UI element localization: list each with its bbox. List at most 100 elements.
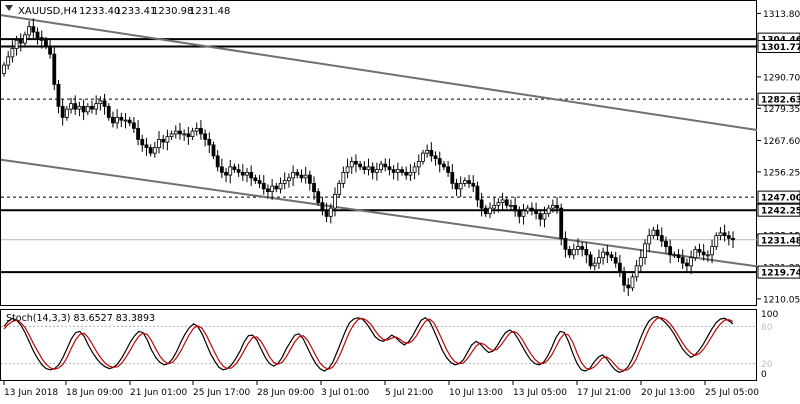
candle-body [483,207,488,215]
candle [509,199,513,210]
candle-body [303,174,308,179]
candle [668,239,673,264]
candle-body [400,169,404,173]
level-price-box [757,265,800,279]
stochastic-axis-min: 0 [761,370,767,380]
candle-body [194,127,199,132]
candle-body [278,182,283,190]
candle-body [546,207,551,215]
candle-body [219,166,224,173]
candle-body [98,100,103,105]
candle-body [274,185,279,190]
candle [165,129,170,151]
candle [270,179,275,200]
candle [500,192,505,211]
candle-body [672,254,677,257]
candle [328,203,333,224]
candle [43,37,48,50]
candle-body [425,149,430,154]
candle-body [613,257,618,264]
candle [358,160,363,171]
candle-body [454,182,459,190]
candle [722,224,727,242]
candle [232,163,237,173]
time-tick-label: 28 Jun 09:00 [257,388,314,398]
time-tick-label: 25 Jun 17:00 [193,388,250,398]
candle-body [550,204,555,209]
candle [39,30,44,49]
candle-body [312,182,316,193]
candle [462,177,467,187]
candle [366,158,371,176]
candle-body [605,251,610,256]
candle-body [412,166,417,173]
candle-body [165,136,170,143]
candle [542,206,547,228]
candle-body [718,232,723,237]
candle [421,149,425,165]
candle [6,51,11,70]
candle [245,167,249,183]
candle-body [90,105,94,110]
candle-body [442,163,446,168]
candle-body [383,163,388,168]
trend-channel-line [0,14,758,132]
stochastic-title: Stoch(14,3,3) 83.6527 83.3893 [6,313,155,324]
candle [316,188,321,206]
candle-body [161,138,166,143]
candle [127,116,132,127]
candle [199,120,203,140]
candle-body [601,251,606,259]
candle [634,260,639,282]
candle-body [2,64,6,74]
candle [580,242,585,257]
candle [592,257,597,271]
candle-body [643,243,647,259]
candle-body [496,202,501,206]
candle [90,100,94,114]
candle [622,266,626,293]
collapse-triangle-icon[interactable] [5,5,13,11]
candle [207,132,212,154]
candle [2,61,6,77]
price-tick-label: 1290.70 [763,73,800,83]
candle-body [169,133,174,138]
candle [240,164,245,181]
candle-body [446,166,451,173]
candle [261,175,266,195]
symbol-label: XAUUSD,H4 [18,6,77,17]
stochastic-pane-frame [0,309,757,381]
candle-body [517,210,522,217]
price-tick-label: 1279.35 [763,105,800,115]
candle [215,150,220,172]
candle-body [144,144,149,149]
candle-body [148,147,153,154]
candle [249,165,254,187]
candle [152,141,157,158]
time-tick-label: 3 Jul 01:00 [321,388,370,398]
candle-body [119,116,124,121]
candle [458,176,463,198]
time-tick-label: 21 Jun 01:00 [130,388,187,398]
candle-body [555,204,559,209]
candle-body [56,83,61,107]
candle-body [693,248,698,259]
time-tick-label: 17 Jul 21:00 [577,388,631,398]
candle-body [358,163,363,168]
candle-body [404,171,409,176]
candle-body [81,105,86,113]
candle [131,117,136,133]
candle-body [249,171,254,179]
candle [563,231,568,258]
candle-body [299,174,304,179]
candle-body [6,56,11,66]
candle [387,158,392,176]
candle [253,174,258,184]
time-tick-label: 25 Jul 05:00 [705,388,759,398]
candle-body [726,235,731,239]
level-price-label: 1242.25 [761,207,800,217]
candle-body [609,254,614,259]
candle [211,141,216,160]
